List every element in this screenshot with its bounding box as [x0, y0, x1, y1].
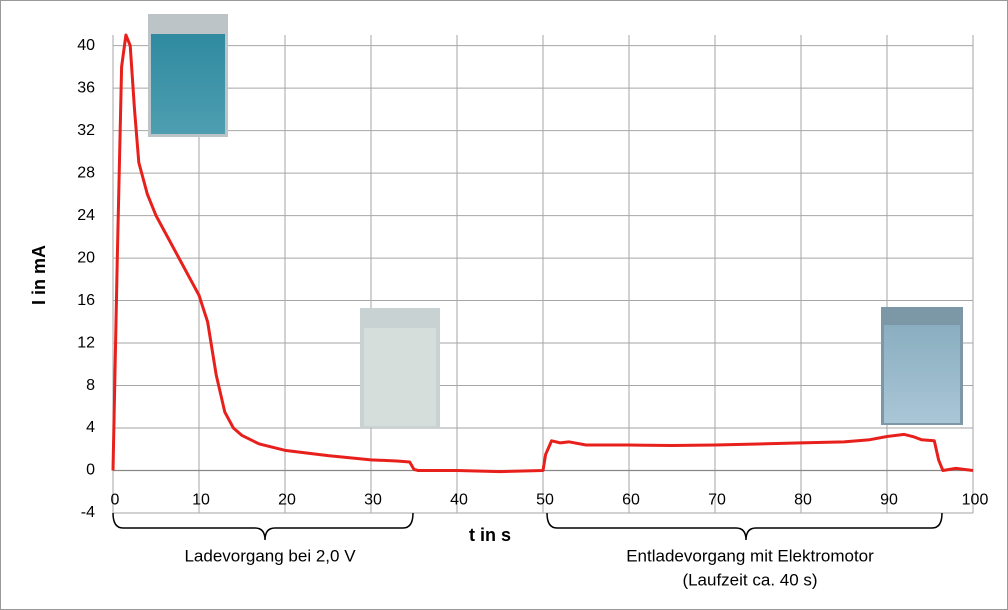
y-tick-label: 16 — [77, 292, 95, 309]
y-axis-title: I in mA — [29, 245, 49, 305]
x-tick-label: 20 — [278, 492, 296, 509]
y-tick-label: 20 — [77, 249, 95, 266]
annotation: (Laufzeit ca. 40 s) — [682, 570, 817, 589]
y-tick-label: 28 — [77, 164, 95, 181]
y-tick-label: 24 — [77, 207, 95, 224]
annotation: Entladevorgang mit Elektromotor — [626, 546, 874, 565]
photo-discharged-liquid — [364, 328, 436, 426]
x-tick-label: 60 — [622, 492, 640, 509]
x-axis-title: t in s — [469, 525, 511, 545]
y-tick-label: 8 — [86, 377, 95, 394]
x-tick-label: 0 — [111, 492, 120, 509]
y-tick-label: -4 — [81, 504, 95, 521]
x-tick-label: 90 — [880, 492, 898, 509]
photo-after-liquid — [884, 325, 960, 423]
y-tick-label: 0 — [86, 462, 95, 479]
x-tick-label: 70 — [708, 492, 726, 509]
chart: t in s I in mA Ladevorgang bei 2,0 V Ent… — [0, 0, 1008, 610]
x-tick-label: 100 — [962, 492, 989, 509]
annotation: Ladevorgang bei 2,0 V — [184, 546, 356, 565]
y-tick-label: 32 — [77, 122, 95, 139]
y-tick-label: 36 — [77, 79, 95, 96]
y-tick-label: 4 — [86, 419, 95, 436]
x-tick-label: 80 — [794, 492, 812, 509]
photo-charged-liquid — [151, 34, 225, 134]
x-tick-label: 50 — [536, 492, 554, 509]
x-tick-label: 10 — [192, 492, 210, 509]
y-tick-label: 12 — [77, 334, 95, 351]
x-tick-label: 40 — [450, 492, 468, 509]
y-tick-label: 40 — [77, 37, 95, 54]
x-tick-label: 30 — [364, 492, 382, 509]
